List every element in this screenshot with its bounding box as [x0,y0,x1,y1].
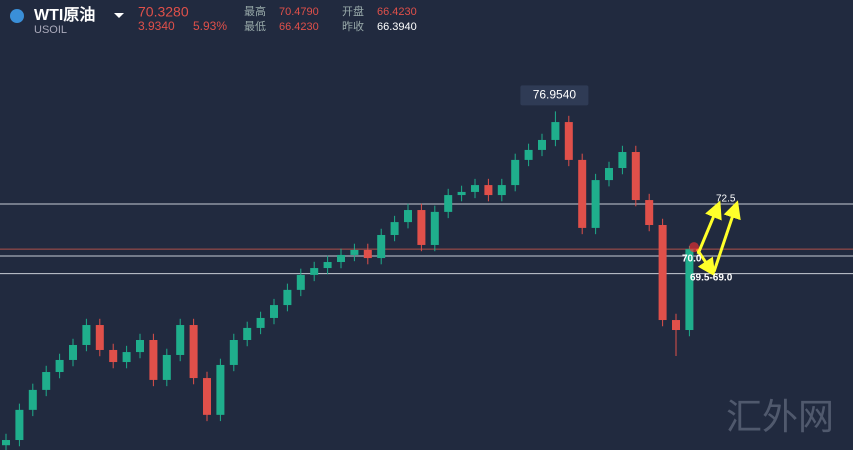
stat-label: 最高 [244,4,266,18]
candle-body [430,211,439,245]
candle-body [256,317,265,328]
candle-body [390,222,399,235]
candle-body [176,325,185,355]
candle-body [28,389,37,410]
watermark: 汇外网 [726,397,834,438]
stat-value: 66.3940 [377,21,417,33]
stat-value: 66.4230 [377,6,417,18]
candle-body [618,152,627,169]
candle-body [69,344,77,360]
price: 70.3280 [138,4,189,20]
candle-body [511,159,520,186]
stat-label: 开盘 [342,4,364,18]
stat-label: 昨收 [342,19,364,33]
candle-body [457,191,466,196]
candle-body [122,352,131,363]
candle-body [377,234,386,259]
candle-body [591,180,600,228]
arrow [695,248,716,277]
stat-label: 最低 [244,20,266,33]
candle-body [162,354,171,380]
candle-body [216,364,225,415]
candle-body [109,349,118,363]
candle-body [82,325,91,345]
change-pct: 5.93% [193,19,227,33]
stat-value: 66.4230 [279,21,319,33]
candle-body [95,325,104,350]
code: USOIL [34,24,67,36]
change: 3.9340 [138,19,175,33]
glow [689,242,699,253]
candle-body [564,122,573,160]
candle-body [296,274,305,290]
candle-body [310,268,319,275]
candle-body [524,149,533,160]
symbol-icon [10,9,24,23]
candle-body [189,325,198,379]
candle-body [2,440,10,446]
candle-body [658,225,667,321]
candle-body [551,122,560,140]
candle-body [323,262,332,269]
candle-body [538,139,546,150]
arrow [712,200,741,273]
annotation: 72.5 [716,194,736,205]
candle-body [578,159,587,228]
candle-body [149,339,158,380]
candle-body [605,168,613,181]
candle-body [484,185,493,196]
candle-body [685,249,694,331]
candle-body [672,320,680,331]
dropdown[interactable] [114,13,124,18]
candle-body [363,249,372,259]
candle-body [444,195,453,212]
candle-body [203,378,211,415]
candle-body [42,372,51,390]
candle-body [631,152,640,201]
candle-body [15,409,24,441]
candle-body [350,249,359,255]
max-label-box [520,85,589,106]
arrow [696,200,722,255]
candle-body [55,359,64,373]
candle-body [229,339,238,365]
candle-body [471,185,479,192]
annotation: 69.5-69.0 [690,272,733,283]
candle-body [243,327,252,340]
candle-body [404,210,412,223]
max-label: 76.9540 [533,88,577,102]
candle-body [283,289,292,306]
candle-body [497,185,506,196]
candle-body [270,305,278,318]
symbol[interactable]: WTI原油 [34,5,95,24]
candle-body [645,200,654,225]
candle-body [417,210,426,245]
stat-value: 70.4790 [279,6,319,18]
candle-body [136,339,144,353]
annotation: 70.0 [682,254,702,265]
candle-body [337,254,345,263]
